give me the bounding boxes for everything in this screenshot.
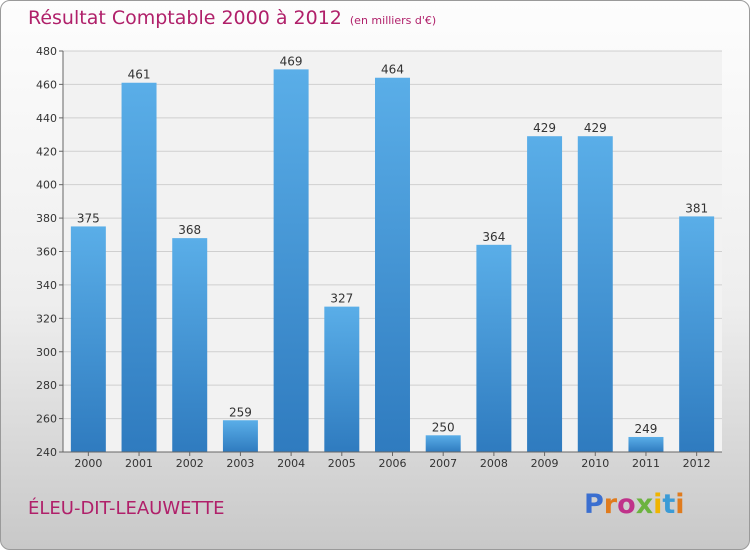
x-tick-label: 2011 (632, 457, 660, 470)
x-tick-label: 2005 (328, 457, 356, 470)
y-tick-label: 360 (36, 246, 57, 259)
bar-2006 (375, 77, 410, 452)
bar-2004 (273, 69, 309, 453)
y-tick-label: 300 (36, 346, 57, 359)
data-label: 429 (584, 121, 607, 135)
data-label: 364 (482, 230, 505, 244)
bar-2010 (577, 136, 613, 452)
bars: 375 461 368 259 469 327 464 250 364 429 429 249 381 (70, 54, 715, 453)
bar-2008 (476, 244, 512, 452)
logo-letter: x (635, 489, 654, 520)
data-label: 469 (280, 54, 303, 68)
data-label: 461 (128, 68, 151, 82)
x-tick-label: 2002 (176, 457, 204, 470)
bar-2009 (527, 136, 563, 452)
y-tick-label: 240 (36, 446, 57, 459)
chart-title-text: Résultat Comptable 2000 à 2012 (28, 7, 342, 29)
data-label: 464 (381, 63, 404, 77)
y-axis: 240 260 280 300 320 340 360 380 400 420 440 460 480 (36, 45, 64, 459)
logo-letter: o (617, 489, 636, 520)
y-tick-label: 380 (36, 212, 57, 225)
x-tick-label: 2004 (277, 457, 305, 470)
y-tick-label: 440 (36, 112, 57, 125)
bar-2007 (425, 435, 461, 452)
chart-subtitle: (en milliers d'€) (349, 14, 437, 27)
x-tick-label: 2008 (480, 457, 508, 470)
chart-title: Résultat Comptable 2000 à 2012 (en millie… (28, 7, 436, 29)
data-label: 259 (229, 405, 252, 419)
logo-letter: t (662, 489, 676, 520)
proxiti-logo: Proxiti (584, 489, 685, 520)
data-label: 368 (178, 223, 201, 237)
bar-2000 (70, 226, 106, 452)
x-tick-label: 2009 (531, 457, 559, 470)
x-tick-label: 2003 (226, 457, 254, 470)
data-label: 249 (635, 422, 658, 436)
bar-2012 (679, 216, 715, 452)
logo-letter: i (675, 489, 685, 520)
x-tick-label: 2007 (429, 457, 457, 470)
x-tick-label: 2001 (125, 457, 153, 470)
bar-2002 (172, 238, 208, 452)
x-axis: 2000 2001 2002 2003 2004 2005 2006 2007 2008 2009… (63, 451, 722, 470)
commune-name: ÉLEU-DIT-LEAUWETTE (28, 498, 225, 519)
data-label: 250 (432, 420, 455, 434)
logo-letter: P (584, 489, 604, 520)
x-tick-label: 2006 (379, 457, 407, 470)
data-label: 381 (685, 201, 708, 215)
logo-letter: r (603, 489, 618, 520)
y-tick-label: 320 (36, 312, 57, 325)
bar-2005 (324, 306, 360, 452)
data-label: 429 (533, 121, 556, 135)
y-tick-label: 420 (36, 145, 57, 158)
y-tick-label: 280 (36, 379, 57, 392)
bar-2001 (121, 82, 157, 452)
bar-2011 (628, 436, 664, 452)
bar-2003 (222, 420, 258, 452)
y-tick-label: 480 (36, 45, 57, 58)
data-label: 375 (77, 211, 100, 225)
x-tick-label: 2010 (581, 457, 609, 470)
y-tick-label: 340 (36, 279, 57, 292)
y-tick-label: 260 (36, 413, 57, 426)
x-tick-label: 2012 (683, 457, 711, 470)
y-tick-label: 460 (36, 78, 57, 91)
y-tick-label: 400 (36, 179, 57, 192)
data-label: 327 (330, 292, 353, 306)
x-tick-label: 2000 (74, 457, 102, 470)
logo-letter: i (653, 489, 663, 520)
